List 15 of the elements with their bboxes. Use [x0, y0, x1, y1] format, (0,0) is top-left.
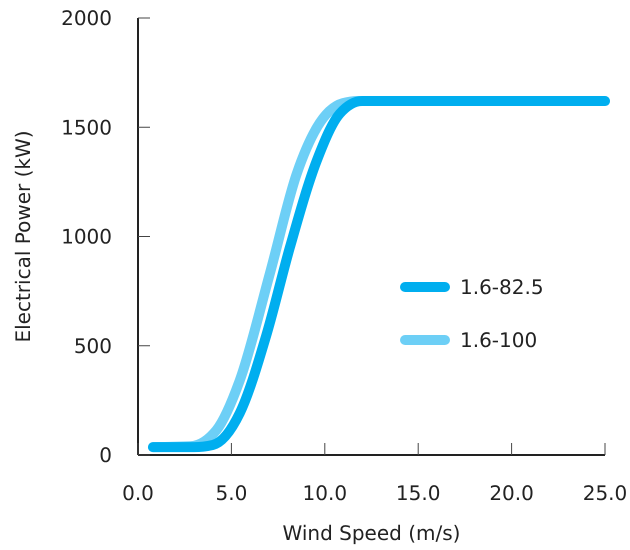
- legend-label: 1.6-100: [460, 328, 538, 352]
- y-tick-label: 0: [99, 443, 112, 467]
- y-tick-label: 1000: [61, 224, 112, 248]
- x-axis-title: Wind Speed (m/s): [282, 521, 460, 545]
- y-tick-label: 2000: [61, 6, 112, 30]
- y-tick-label: 1500: [61, 115, 112, 140]
- x-tick-label: 20.0: [489, 481, 534, 505]
- x-tick-label: 0.0: [122, 481, 154, 505]
- x-tick-label: 10.0: [302, 481, 348, 505]
- x-tick-label: 15.0: [396, 481, 440, 505]
- y-tick-label: 500: [74, 334, 112, 358]
- x-tick-label: 25.0: [582, 481, 628, 505]
- x-tick-label: 5.0: [215, 481, 248, 505]
- y-axis-title: Electrical Power (kW): [11, 130, 35, 343]
- legend-label: 1.6-82.5: [460, 275, 544, 299]
